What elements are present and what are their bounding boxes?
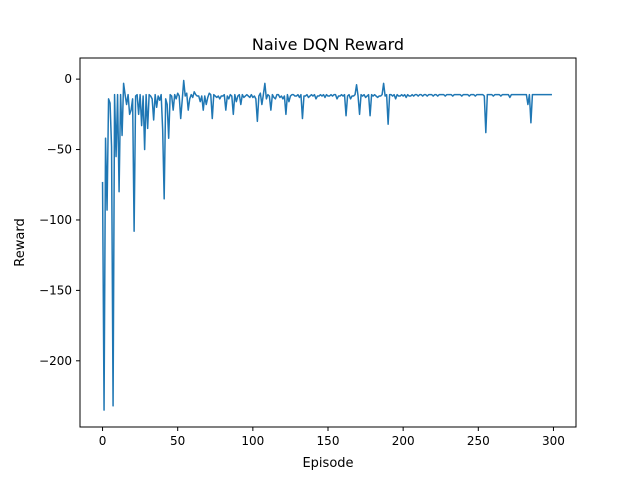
y-tick-label: −200 bbox=[39, 354, 72, 368]
x-axis-ticks: 0 50 100 150 200 250 300 bbox=[99, 427, 565, 448]
x-tick-label: 150 bbox=[317, 434, 340, 448]
x-axis-label: Episode bbox=[302, 456, 353, 471]
y-tick-label: −100 bbox=[39, 213, 72, 227]
x-tick-label: 0 bbox=[99, 434, 107, 448]
x-tick-label: 250 bbox=[467, 434, 490, 448]
x-tick-label: 300 bbox=[542, 434, 565, 448]
y-tick-label: 0 bbox=[64, 72, 72, 86]
x-tick-label: 200 bbox=[392, 434, 415, 448]
y-axis-ticks: 0 −50 −100 −150 −200 bbox=[39, 72, 80, 368]
plot-area bbox=[101, 79, 552, 411]
chart-title: Naive DQN Reward bbox=[252, 35, 404, 54]
y-tick-label: −50 bbox=[47, 143, 72, 157]
x-tick-label: 50 bbox=[170, 434, 185, 448]
x-tick-label: 100 bbox=[241, 434, 264, 448]
y-tick-label: −150 bbox=[39, 283, 72, 297]
y-axis-label: Reward bbox=[13, 218, 28, 266]
series-line-reward bbox=[101, 79, 552, 411]
